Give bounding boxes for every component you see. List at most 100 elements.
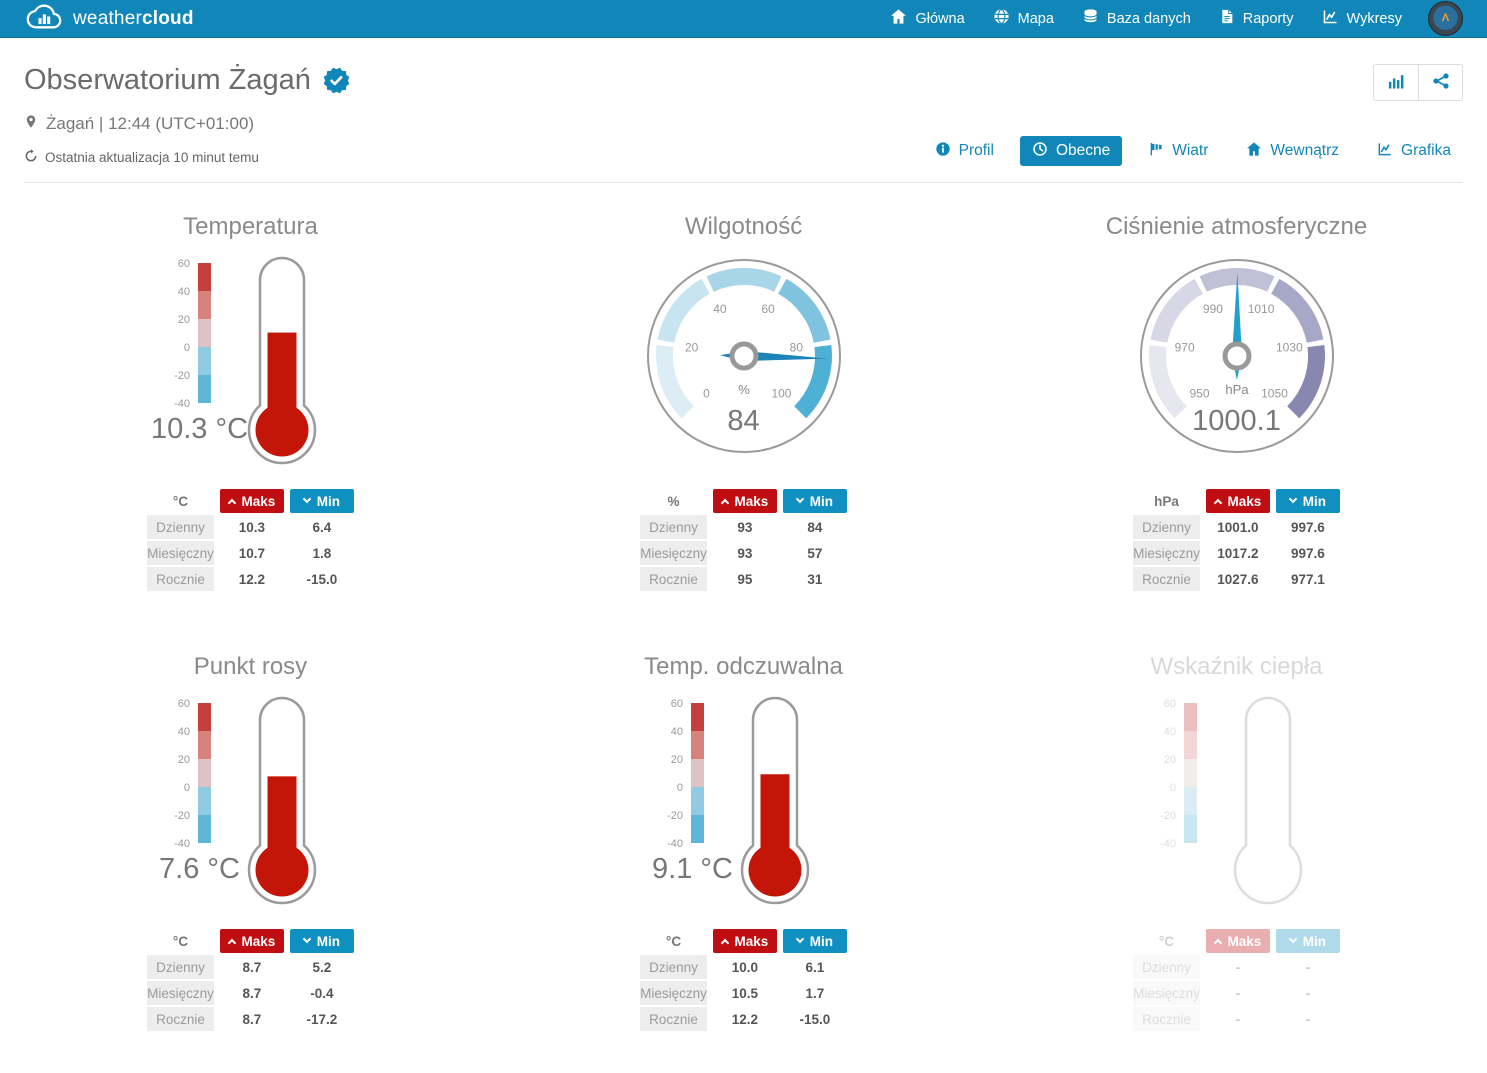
- table-row: Rocznie 12.2 -15.0: [640, 1007, 847, 1032]
- table-header-row: °C Maks Min: [1133, 929, 1340, 954]
- nav-item-glowna[interactable]: Główna: [876, 0, 978, 38]
- chevron-up-icon: [1213, 939, 1222, 948]
- maks-value: 8.7: [242, 985, 262, 1001]
- min-value: -: [1305, 985, 1311, 1001]
- gauge-current-value: 7.6 °C: [159, 853, 240, 886]
- share-icon: [1431, 71, 1451, 94]
- maks-value: 12.2: [238, 571, 266, 587]
- user-avatar[interactable]: Λ: [1428, 1, 1463, 36]
- row-label: Dzienny: [640, 955, 707, 980]
- maks-value: 10.3: [238, 519, 266, 535]
- svg-text:970: 970: [1174, 341, 1194, 355]
- unit-label: °C: [172, 933, 189, 949]
- compare-charts-button[interactable]: [1374, 65, 1418, 100]
- share-button[interactable]: [1418, 65, 1462, 100]
- globe-icon: [993, 8, 1010, 29]
- svg-text:20: 20: [1163, 754, 1175, 766]
- line-chart-icon: [1322, 8, 1339, 29]
- table-row: Miesięczny 10.7 1.8: [147, 541, 354, 566]
- table-row: Dzienny 10.0 6.1: [640, 955, 847, 980]
- min-value: 84: [807, 519, 823, 535]
- maks-value: 8.7: [242, 1011, 262, 1027]
- gauge-current-value: 1000.1: [1192, 405, 1281, 438]
- svg-text:-40: -40: [667, 838, 683, 850]
- chevron-down-icon: [302, 935, 312, 944]
- panel-title: Wilgotność: [684, 213, 803, 241]
- min-header: Min: [782, 489, 847, 514]
- svg-text:20: 20: [670, 754, 682, 766]
- header-divider: [24, 182, 1463, 184]
- min-value: 6.4: [312, 519, 332, 535]
- maks-header: Maks: [1205, 489, 1270, 514]
- svg-text:60: 60: [761, 302, 775, 316]
- table-row: Rocznie - -: [1133, 1007, 1340, 1032]
- svg-text:%: %: [738, 382, 750, 397]
- gauge-current-value: 84: [727, 405, 760, 438]
- svg-text:40: 40: [713, 302, 727, 316]
- svg-text:60: 60: [670, 698, 682, 710]
- row-label: Miesięczny: [147, 981, 214, 1006]
- chevron-down-icon: [1288, 935, 1298, 944]
- svg-text:60: 60: [177, 258, 189, 270]
- humidity-gauge: 0 20 40 60 80 100%: [646, 259, 841, 454]
- min-value: 5.2: [312, 959, 332, 975]
- table-row: Dzienny 10.3 6.4: [147, 515, 354, 540]
- maks-value: 8.7: [242, 959, 262, 975]
- database-icon: [1082, 8, 1099, 29]
- maks-value: 10.7: [238, 545, 266, 561]
- maks-header: Maks: [712, 929, 777, 954]
- chevron-up-icon: [227, 499, 236, 508]
- svg-text:60: 60: [1163, 698, 1175, 710]
- tab-wewnatrz[interactable]: Wewnątrz: [1234, 136, 1351, 166]
- maks-value: 10.5: [731, 985, 759, 1001]
- table-row: Dzienny 1001.0 997.6: [1133, 515, 1340, 540]
- min-value: 1.8: [312, 545, 332, 561]
- row-label: Miesięczny: [147, 541, 214, 566]
- maks-value: 95: [737, 571, 753, 587]
- min-value: -0.4: [310, 985, 334, 1001]
- avatar-emblem-icon: Λ: [1441, 12, 1450, 24]
- table-row: Miesięczny - -: [1133, 981, 1340, 1006]
- svg-text:100: 100: [771, 387, 791, 401]
- table-header-row: °C Maks Min: [147, 489, 354, 514]
- row-label: Dzienny: [1133, 515, 1200, 540]
- maks-header: Maks: [219, 929, 284, 954]
- unit-label: °C: [172, 493, 189, 509]
- panel-pressure: Ciśnienie atmosferyczne 950 970 990 1010 103…: [990, 213, 1483, 593]
- nav-item-baza-danych[interactable]: Baza danych: [1068, 0, 1205, 38]
- nav-item-wykresy[interactable]: Wykresy: [1308, 0, 1416, 38]
- chevron-down-icon: [1288, 495, 1298, 504]
- min-value: 997.6: [1290, 519, 1325, 535]
- panels-grid: Temperatura 60 40 20 0 -20 -40 10.3 °C °C Mak…: [0, 213, 1487, 1073]
- min-value: -: [1305, 959, 1311, 975]
- stats-table: °C Maks Min Dzienny 8.7 5.2 Miesięczny 8…: [141, 927, 360, 1033]
- min-value: 57: [807, 545, 823, 561]
- stats-table: % Maks Min Dzienny 93 84 Miesięczny 93 5…: [634, 487, 853, 593]
- stats-table: °C Maks Min Dzienny - - Miesięczny - - R…: [1127, 927, 1346, 1033]
- maks-value: -: [1235, 959, 1241, 975]
- tab-obecne[interactable]: Obecne: [1019, 136, 1123, 167]
- panel-title: Ciśnienie atmosferyczne: [1105, 213, 1368, 241]
- svg-text:990: 990: [1202, 302, 1222, 316]
- table-row: Rocznie 95 31: [640, 567, 847, 592]
- min-header: Min: [1275, 489, 1340, 514]
- tab-grafika[interactable]: Grafika: [1365, 136, 1463, 166]
- brand-text: weathercloud: [73, 7, 194, 29]
- tab-wiatr[interactable]: Wiatr: [1136, 136, 1220, 166]
- min-value: 31: [807, 571, 823, 587]
- table-row: Dzienny 93 84: [640, 515, 847, 540]
- panel-heat-index: Wskaźnik ciepła 60 40 20 0 -20 -40 °C Maks Mi…: [990, 653, 1483, 1033]
- svg-text:40: 40: [1163, 726, 1175, 738]
- min-value: -15.0: [799, 1011, 831, 1027]
- location-pin-icon: [24, 112, 38, 136]
- weathercloud-logo[interactable]: weathercloud: [24, 3, 194, 35]
- row-label: Rocznie: [147, 567, 214, 592]
- unit-label: °C: [1158, 933, 1175, 949]
- row-label: Miesięczny: [1133, 541, 1200, 566]
- nav-item-mapa[interactable]: Mapa: [979, 0, 1068, 38]
- tab-profil[interactable]: Profil: [923, 136, 1006, 166]
- pressure-gauge: 950 970 990 1010 1030 1050 hPa: [1139, 259, 1334, 454]
- row-label: Miesięczny: [640, 541, 707, 566]
- nav-item-raporty[interactable]: Raporty: [1205, 0, 1308, 38]
- table-header-row: °C Maks Min: [640, 929, 847, 954]
